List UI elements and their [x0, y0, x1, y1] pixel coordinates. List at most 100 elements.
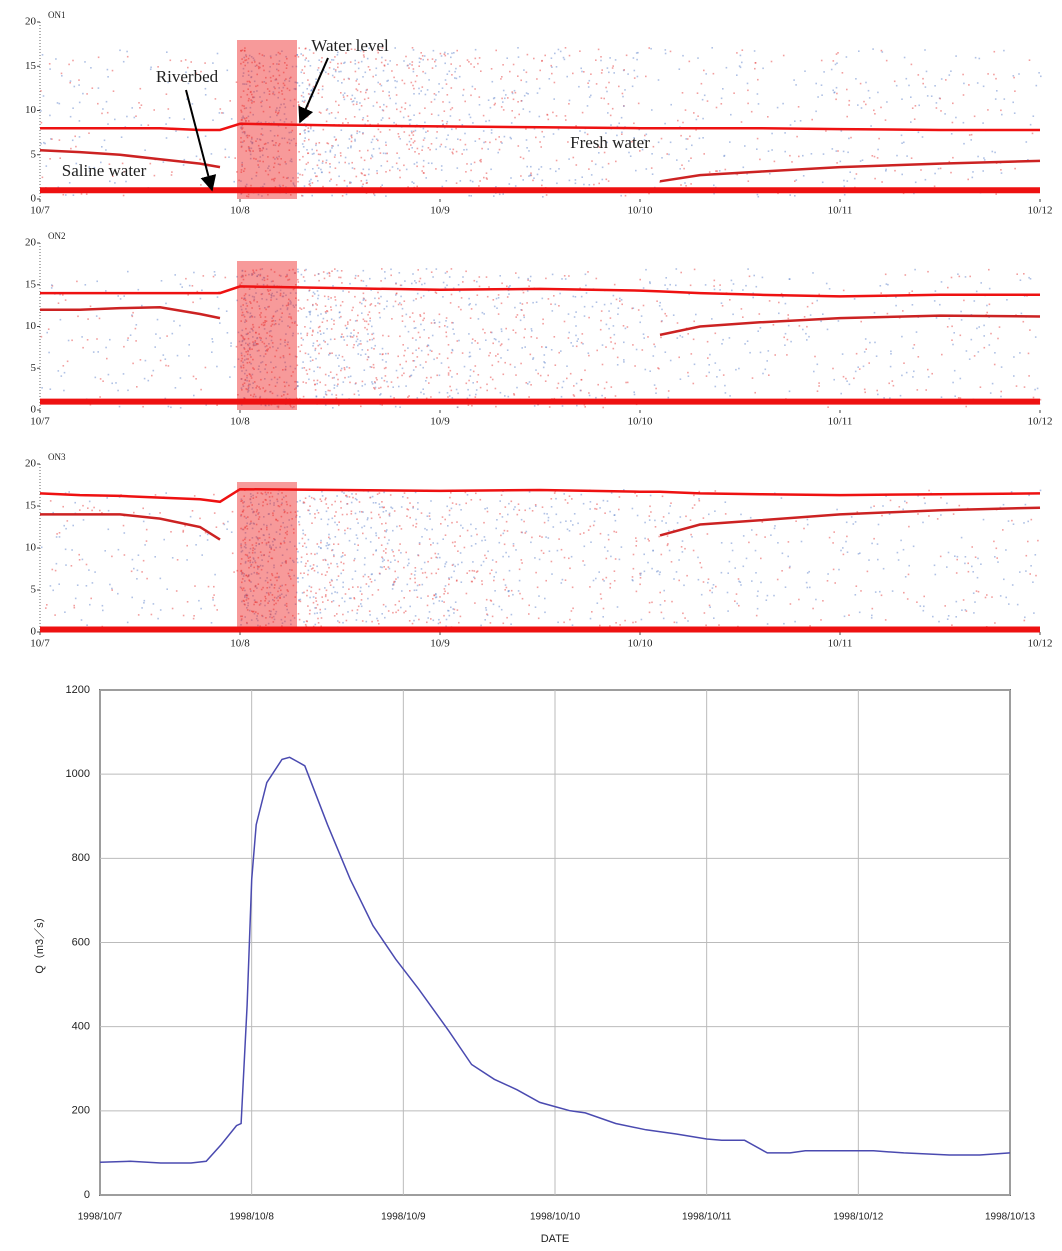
echo-dot: [608, 72, 610, 74]
echo-dot: [1019, 571, 1021, 573]
echo-dot: [530, 166, 532, 168]
echo-dot: [363, 270, 365, 272]
echo-dot: [554, 336, 556, 338]
echo-dot: [544, 612, 546, 614]
echo-dot: [518, 56, 520, 58]
echo-dot: [722, 305, 724, 307]
echo-dot: [542, 319, 544, 321]
echo-dot: [372, 496, 374, 498]
echo-dot: [395, 406, 397, 408]
echo-dot: [595, 397, 597, 399]
echo-dot: [856, 585, 858, 587]
echo-dot: [188, 344, 190, 346]
echo-dot: [495, 50, 497, 52]
echo-dot: [334, 501, 336, 503]
echo-dot: [520, 175, 522, 177]
echo-dot: [561, 549, 563, 551]
echo-dot: [901, 174, 903, 176]
echo-dot: [41, 122, 43, 124]
echo-dot: [390, 494, 392, 496]
echo-dot: [492, 343, 494, 345]
echo-dot: [617, 364, 619, 366]
echo-dot: [331, 112, 333, 114]
echo-dot: [588, 168, 590, 170]
echo-dot: [935, 574, 937, 576]
echo-dot: [954, 395, 956, 397]
echo-dot: [925, 86, 927, 88]
echo-dot: [452, 152, 454, 154]
echo-dot: [216, 366, 218, 368]
echo-dot: [643, 333, 645, 335]
echo-dot: [362, 186, 364, 188]
echo-dot: [367, 341, 369, 343]
echo-dot: [330, 371, 332, 373]
echo-dot: [449, 276, 451, 278]
echo-dot: [58, 370, 60, 372]
echo-dot: [310, 321, 312, 323]
echo-dot: [327, 564, 329, 566]
echo-dot: [320, 154, 322, 156]
echo-dot: [325, 384, 327, 386]
echo-dot: [448, 367, 450, 369]
echo-dot: [625, 328, 627, 330]
echo-dot: [332, 407, 334, 409]
echo-dot: [503, 109, 505, 111]
echo-dot: [589, 96, 591, 98]
echo-dot: [733, 92, 735, 94]
echo-dot: [358, 275, 360, 277]
echo-dot: [394, 559, 396, 561]
echo-dot: [523, 292, 525, 294]
echo-dot: [842, 547, 844, 549]
echo-dot: [366, 583, 368, 585]
echo-dot: [452, 397, 454, 399]
echo-dot: [513, 545, 515, 547]
echo-dot: [481, 580, 483, 582]
echo-dot: [184, 159, 186, 161]
echo-dot: [227, 70, 229, 72]
echo-dot: [331, 270, 333, 272]
echo-dot: [142, 508, 144, 510]
echo-dot: [864, 392, 866, 394]
echo-dot: [86, 93, 88, 95]
echo-dot: [873, 110, 875, 112]
echo-dot: [765, 369, 767, 371]
echo-dot: [466, 572, 468, 574]
echo-dot: [829, 537, 831, 539]
echo-dot: [322, 86, 324, 88]
echo-dot: [232, 511, 234, 513]
echo-dot: [784, 344, 786, 346]
echo-dot: [691, 353, 693, 355]
echo-dot: [360, 587, 362, 589]
echo-dot: [963, 122, 965, 124]
echo-dot: [572, 587, 574, 589]
echo-dot: [716, 170, 718, 172]
echo-dot: [501, 494, 503, 496]
echo-dot: [807, 519, 809, 521]
echo-dot: [690, 157, 692, 159]
echo-dot: [469, 570, 471, 572]
echo-dot: [525, 128, 527, 130]
echo-dot: [890, 353, 892, 355]
echo-dot: [605, 346, 607, 348]
echo-dot: [330, 339, 332, 341]
echo-dot: [668, 390, 670, 392]
echo-dot: [653, 355, 655, 357]
echo-dot: [308, 139, 310, 141]
echo-dot: [479, 104, 481, 106]
echo-dot: [433, 50, 435, 52]
echo-dot: [544, 513, 546, 515]
echo-dot: [303, 572, 305, 574]
echo-dot: [389, 98, 391, 100]
echo-dot: [208, 586, 210, 588]
echo-dot: [691, 145, 693, 147]
echo-dot: [651, 109, 653, 111]
echo-dot: [311, 149, 313, 151]
echo-dot: [364, 320, 366, 322]
echo-dot: [99, 510, 101, 512]
echo-dot: [423, 393, 425, 395]
echo-dot: [510, 137, 512, 139]
echo-dot: [322, 89, 324, 91]
echo-dot: [385, 531, 387, 533]
echo-dot: [614, 334, 616, 336]
echo-dot: [299, 619, 301, 621]
